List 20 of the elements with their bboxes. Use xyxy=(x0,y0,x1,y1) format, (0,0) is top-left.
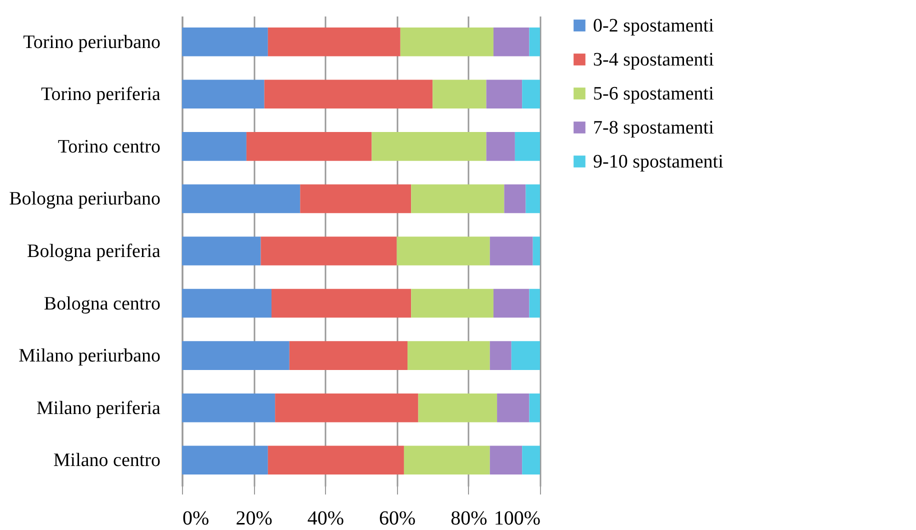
y-tick-label: Milano periurbano xyxy=(18,346,160,367)
x-tick-label: 40% xyxy=(307,508,344,530)
x-tick-label: 60% xyxy=(378,508,416,530)
legend-label: 0-2 spostamenti xyxy=(593,16,714,36)
x-tick-label: 0% xyxy=(182,508,210,530)
legend-label: 9-10 spostamenti xyxy=(593,152,724,172)
legend-label: 7-8 spostamenti xyxy=(593,118,714,138)
y-tick-label: Torino periferia xyxy=(41,84,162,106)
legend-label: 5-6 spostamenti xyxy=(593,84,714,104)
legend-label: 3-4 spostamenti xyxy=(593,50,714,70)
y-tick-label: Torino centro xyxy=(58,136,160,158)
x-tick-label: 80% xyxy=(450,508,488,530)
y-tick-label: Bologna periferia xyxy=(27,241,162,262)
y-tick-label: Milano centro xyxy=(53,450,160,472)
y-tick-label: Bologna periurbano xyxy=(9,188,160,210)
y-tick-label: Torino periurbano xyxy=(23,32,160,53)
y-tick-label: Bologna centro xyxy=(44,293,160,314)
x-tick-label: 100% xyxy=(494,508,540,530)
y-tick-label: Milano periferia xyxy=(36,398,162,419)
x-tick-label: 20% xyxy=(236,508,272,530)
